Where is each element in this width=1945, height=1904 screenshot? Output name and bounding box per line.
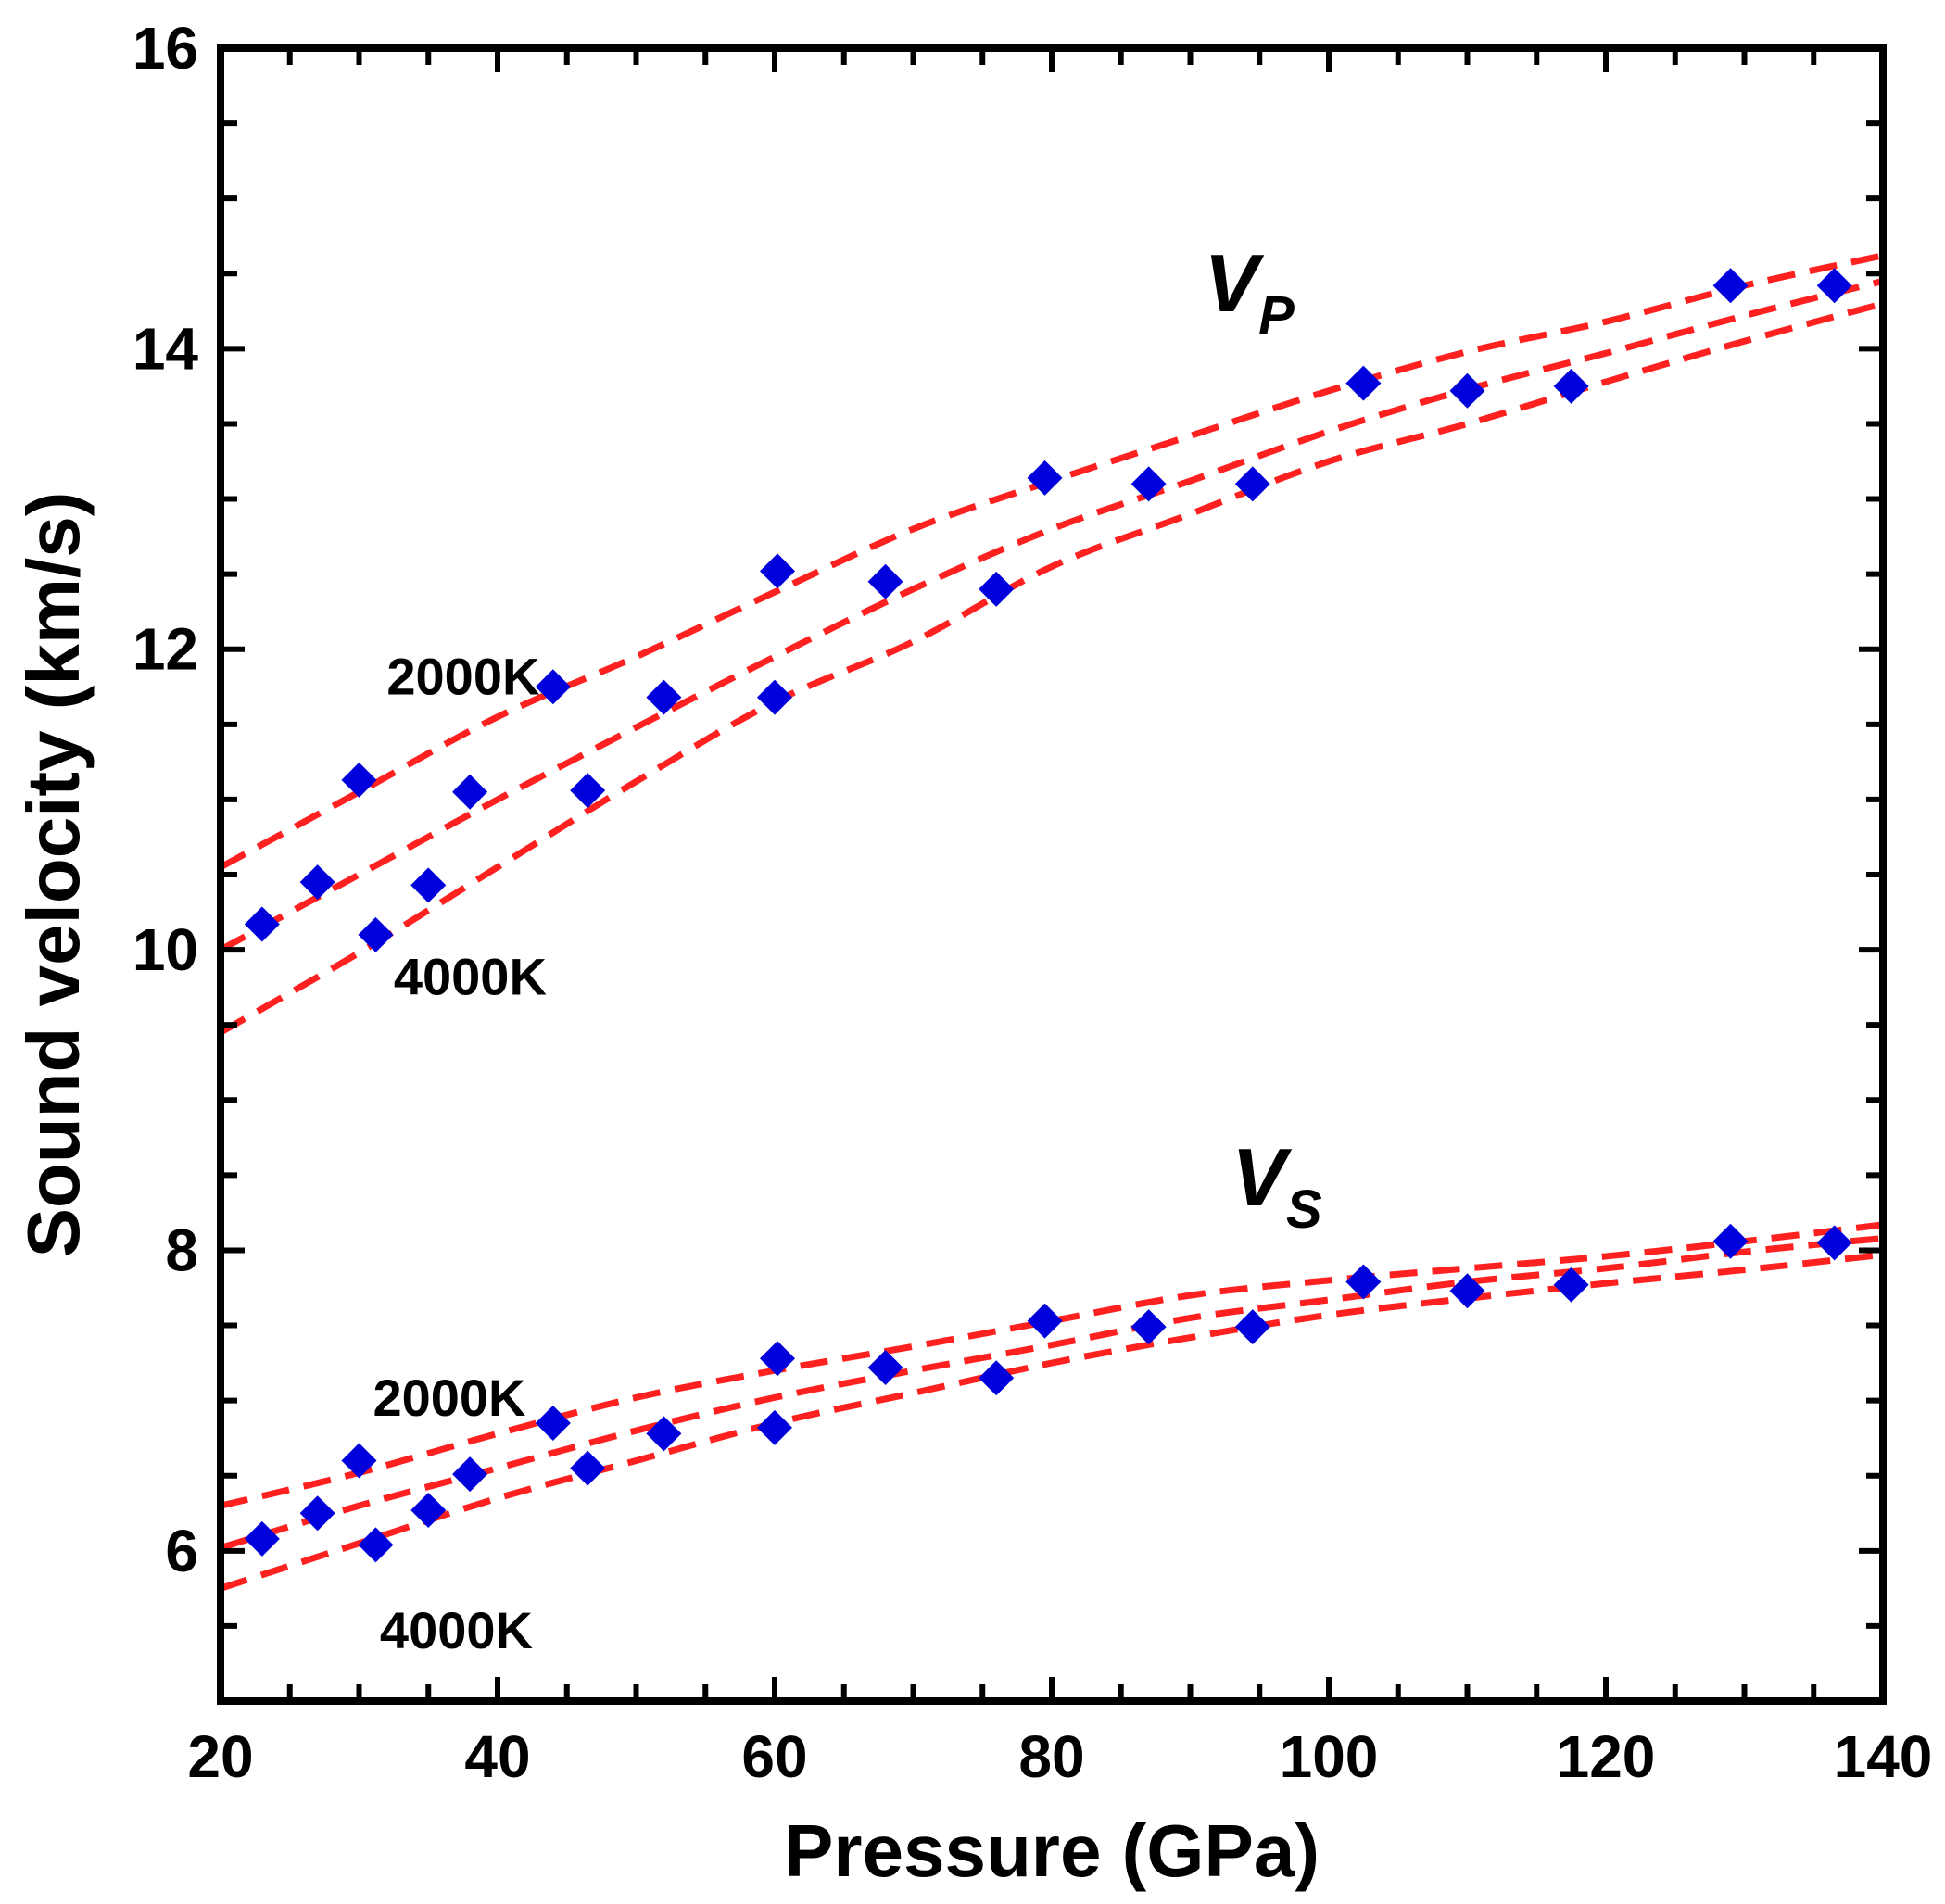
vs-label: VS [1231, 1131, 1322, 1240]
plot-frame [217, 44, 1887, 1705]
vs-point-21 [1816, 1225, 1852, 1261]
vs-point-11 [759, 1341, 795, 1377]
vp-label-main: V [1204, 237, 1264, 329]
curve-vp-4000k [219, 300, 1884, 1036]
vp-2000k-label: 2000K [386, 647, 539, 705]
y-tick-label: 10 [133, 916, 198, 983]
y-tick-label: 8 [165, 1217, 198, 1283]
vp-point-1 [244, 906, 280, 942]
vp-point-5 [410, 867, 447, 903]
vp-point-10 [757, 679, 792, 715]
x-tick-label: 120 [1557, 1723, 1656, 1790]
curve-vp-3000k [219, 277, 1884, 953]
x-tick-label: 100 [1280, 1723, 1379, 1790]
vs-point-5 [410, 1493, 447, 1529]
vs-point-15 [1130, 1309, 1167, 1345]
vs-point-2 [299, 1495, 335, 1532]
vs-point-7 [535, 1405, 571, 1441]
vs-point-8 [570, 1450, 606, 1486]
vs-point-6 [452, 1456, 488, 1493]
curve-vs-4000k [219, 1251, 1884, 1592]
vp-point-6 [452, 774, 488, 810]
vp-point-11 [759, 553, 795, 589]
y-tick-label: 12 [133, 616, 198, 683]
vs-point-14 [1027, 1303, 1063, 1339]
curve-vs-3000k [219, 1234, 1884, 1551]
vp-point-21 [1816, 268, 1852, 304]
vs-point-17 [1345, 1264, 1382, 1300]
data-points [244, 268, 1852, 1563]
vp-point-14 [1027, 460, 1063, 496]
vs-point-12 [867, 1349, 903, 1385]
x-tick-label: 140 [1834, 1723, 1933, 1790]
vp-point-8 [570, 773, 606, 809]
vp-point-17 [1345, 365, 1382, 401]
vp-label: VP [1204, 237, 1295, 346]
vs-4000k-label: 4000K [380, 1601, 533, 1659]
vs-point-19 [1553, 1267, 1589, 1303]
vs-label-main: V [1231, 1131, 1292, 1223]
curve-vs-2000k [220, 1221, 1884, 1509]
vp-point-20 [1712, 268, 1749, 304]
vp-point-9 [646, 679, 682, 715]
vs-point-20 [1712, 1223, 1749, 1259]
x-tick-label: 80 [1018, 1723, 1084, 1790]
vs-point-1 [244, 1520, 280, 1557]
vp-4000k-label: 4000K [394, 948, 547, 1006]
x-tick-label: 60 [741, 1723, 807, 1790]
vp-point-15 [1130, 466, 1167, 502]
vs-point-18 [1449, 1273, 1485, 1309]
vp-point-12 [867, 563, 903, 599]
vp-point-19 [1553, 368, 1589, 404]
vp-point-4 [358, 916, 394, 952]
vp-point-13 [979, 571, 1015, 607]
axis-tick-labels: 20 40 60 80 100 120 140 6 8 10 12 14 16 [133, 15, 1933, 1790]
vs-point-3 [341, 1443, 377, 1479]
vs-point-13 [979, 1360, 1015, 1396]
y-tick-label: 14 [133, 315, 199, 382]
vs-point-9 [646, 1416, 682, 1452]
vs-point-10 [757, 1409, 792, 1445]
vp-point-7 [535, 669, 571, 705]
y-tick-label: 16 [133, 15, 198, 82]
vp-label-sub: P [1258, 285, 1295, 346]
y-axis-title: Sound velocity (km/s) [12, 492, 95, 1258]
x-axis-title: Pressure (GPa) [784, 1809, 1320, 1892]
vs-point-16 [1234, 1309, 1270, 1345]
vs-2000k-label: 2000K [373, 1368, 525, 1427]
vp-point-3 [341, 762, 377, 798]
vs-label-sub: S [1286, 1179, 1322, 1240]
vp-point-2 [299, 864, 335, 901]
vs-point-4 [358, 1527, 394, 1563]
vp-point-18 [1449, 372, 1485, 409]
x-tick-label: 20 [187, 1723, 253, 1790]
y-tick-label: 6 [165, 1518, 198, 1584]
vp-point-16 [1234, 466, 1270, 502]
axis-ticks [218, 45, 1886, 1704]
x-tick-label: 40 [464, 1723, 530, 1790]
